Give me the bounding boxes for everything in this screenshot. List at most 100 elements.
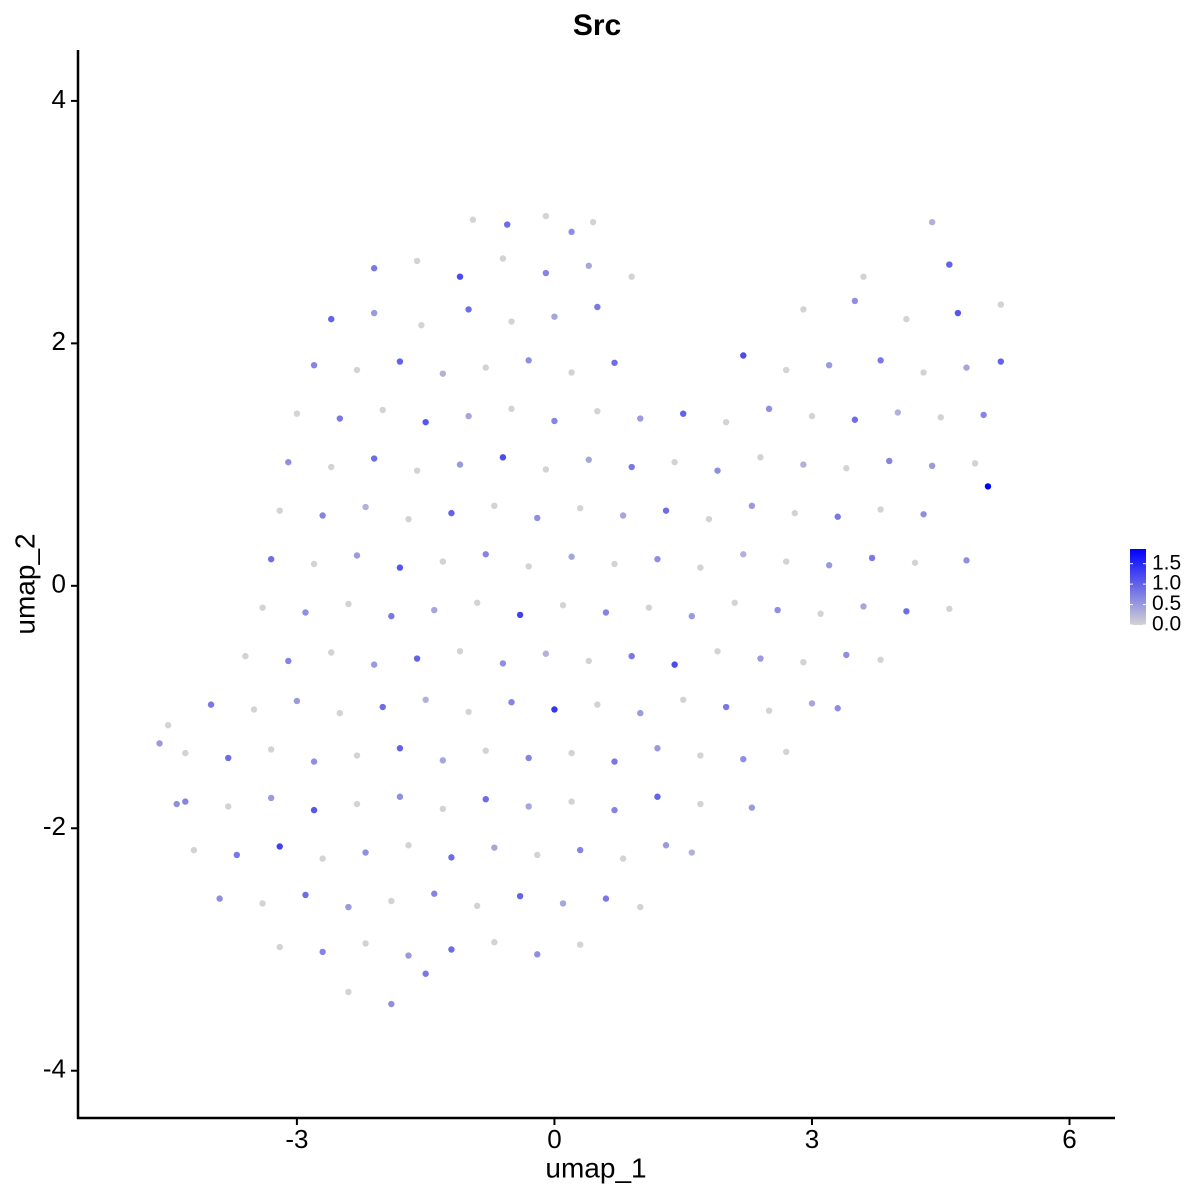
- point: [954, 309, 962, 317]
- point: [903, 608, 910, 615]
- point: [774, 606, 781, 614]
- point: [439, 558, 447, 565]
- point: [980, 411, 987, 419]
- point: [757, 454, 764, 461]
- point: [705, 515, 713, 523]
- point: [585, 456, 592, 463]
- point: [937, 414, 944, 421]
- point: [997, 301, 1005, 308]
- point: [439, 370, 447, 377]
- point: [516, 611, 524, 619]
- point: [559, 900, 567, 907]
- point: [396, 358, 404, 365]
- point: [984, 483, 992, 490]
- point: [508, 405, 515, 413]
- point: [971, 460, 979, 467]
- point: [379, 703, 386, 711]
- point: [740, 352, 747, 359]
- x-axis-label: umap_1: [545, 1152, 646, 1183]
- point: [722, 703, 730, 711]
- point: [602, 609, 610, 616]
- point: [465, 708, 472, 716]
- point: [534, 951, 541, 958]
- point: [697, 752, 704, 759]
- point: [688, 612, 695, 620]
- point: [328, 649, 335, 656]
- point: [997, 358, 1005, 365]
- point: [370, 309, 378, 317]
- point: [353, 366, 361, 374]
- point: [722, 418, 730, 426]
- point: [328, 315, 335, 323]
- point: [225, 803, 232, 810]
- point: [362, 940, 369, 947]
- point: [242, 652, 249, 660]
- point: [482, 551, 489, 558]
- point: [456, 648, 464, 655]
- point: [834, 513, 841, 520]
- point: [602, 895, 610, 902]
- point: [654, 745, 661, 752]
- point: [800, 658, 807, 666]
- point: [894, 409, 902, 416]
- point: [345, 988, 352, 996]
- point: [276, 507, 283, 514]
- point: [362, 849, 369, 856]
- point: [431, 890, 438, 897]
- point: [783, 366, 790, 374]
- point: [534, 514, 541, 522]
- y-tick-label: 0: [52, 569, 66, 599]
- point: [413, 655, 421, 662]
- point: [310, 361, 318, 369]
- point: [559, 602, 567, 609]
- point: [783, 748, 790, 756]
- point: [645, 604, 653, 611]
- point: [680, 696, 687, 703]
- point: [619, 512, 627, 519]
- point: [233, 851, 241, 859]
- colorbar-tick-label: 1.5: [1152, 551, 1181, 574]
- point: [482, 364, 489, 371]
- point: [508, 318, 515, 325]
- point: [491, 502, 498, 510]
- y-tick-label: 2: [52, 326, 66, 356]
- point: [697, 564, 704, 571]
- point: [903, 315, 910, 323]
- point: [405, 842, 412, 849]
- point: [388, 897, 395, 905]
- point: [877, 357, 884, 364]
- point: [267, 794, 275, 802]
- point: [637, 709, 644, 717]
- point: [868, 554, 876, 562]
- x-tick-label: 3: [805, 1124, 819, 1154]
- point: [456, 461, 464, 468]
- point: [259, 900, 266, 907]
- point: [791, 509, 799, 517]
- point: [499, 660, 507, 667]
- point: [353, 800, 361, 808]
- point: [319, 512, 326, 519]
- point: [473, 599, 481, 606]
- point: [396, 564, 404, 571]
- point: [276, 843, 283, 850]
- point: [585, 262, 592, 269]
- point: [963, 364, 970, 371]
- point: [877, 656, 884, 663]
- point: [800, 461, 807, 468]
- point: [568, 369, 575, 376]
- point: [628, 652, 635, 660]
- point: [860, 603, 867, 610]
- point: [182, 749, 189, 757]
- point: [482, 747, 489, 754]
- point: [362, 503, 369, 511]
- point: [542, 650, 550, 657]
- point: [448, 854, 455, 861]
- point: [576, 941, 584, 948]
- point: [637, 903, 644, 911]
- point: [388, 1000, 395, 1008]
- point: [491, 939, 498, 946]
- point: [422, 696, 429, 703]
- point: [422, 970, 429, 977]
- point: [336, 415, 344, 422]
- point: [207, 701, 215, 708]
